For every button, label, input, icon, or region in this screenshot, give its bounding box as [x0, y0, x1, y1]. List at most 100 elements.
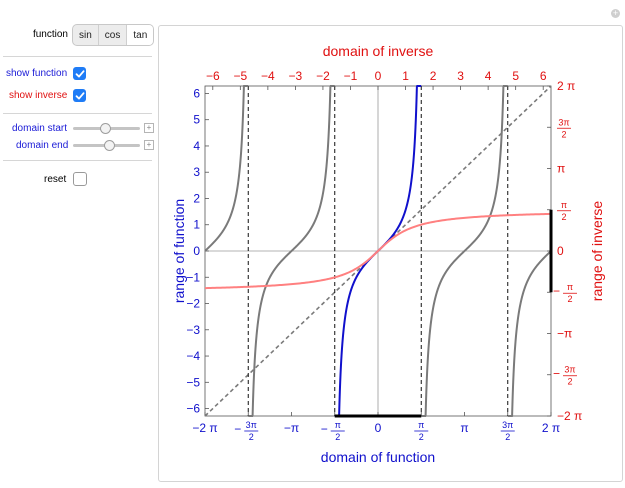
- bottom-tick-label: −π: [284, 421, 299, 435]
- checkmark-icon: [75, 91, 84, 99]
- bottom-tick-label: − π 2: [321, 420, 345, 442]
- left-tick-label: 5: [193, 113, 200, 127]
- left-tick-label: −4: [186, 349, 200, 363]
- domain-start-text: domain start: [12, 122, 68, 134]
- right-tick-label: 2 π: [557, 79, 575, 93]
- left-tick-label: −1: [186, 270, 200, 284]
- left-tick-label: 0: [193, 244, 200, 258]
- right-axis-title: range of inverse: [589, 201, 605, 302]
- right-tick-label: − π 2: [553, 282, 577, 304]
- left-tick-label: −3: [186, 323, 200, 337]
- bottom-tick-label-numerator: π: [418, 420, 424, 430]
- corner-plus-icon[interactable]: +: [611, 8, 620, 18]
- right-tick-label: π2: [557, 200, 571, 222]
- top-tick-label: 0: [375, 69, 382, 83]
- function-selector[interactable]: sin cos tan: [72, 24, 155, 46]
- top-tick-label: 3: [457, 69, 464, 83]
- domain-start-slider-knob[interactable]: [100, 123, 112, 134]
- right-tick-label-denominator: 2: [561, 212, 566, 222]
- right-tick-label-sign: −: [553, 284, 560, 298]
- bottom-tick-label-numerator: 3π: [502, 420, 513, 430]
- show-function-label: show function: [6, 66, 67, 80]
- bottom-tick-label: −2 π: [192, 421, 217, 435]
- plot-frame: −6 −5 −4 −3 −2 −1 0 1 2 3 4 5 6 −6 −5 −4 −3 −2 −1 0 1 2 3 4 5 6 −2…: [158, 25, 623, 482]
- top-tick-label: 6: [540, 69, 547, 83]
- right-tick-label: 0: [557, 244, 564, 258]
- domain-start-label: domain start: [12, 121, 67, 135]
- bottom-tick-label-denominator: 2: [505, 432, 510, 442]
- left-tick-label: −2: [186, 297, 200, 311]
- domain-end-text: domain end: [16, 139, 69, 151]
- show-inverse-checkbox[interactable]: [73, 89, 86, 102]
- left-tick-label: −5: [186, 375, 200, 389]
- divider: [3, 56, 152, 57]
- domain-start-expand-icon[interactable]: +: [144, 123, 154, 133]
- control-panel: function sin cos tan show function show …: [0, 0, 156, 488]
- left-tick-label: 2: [193, 191, 200, 205]
- bottom-tick-label-sign: −: [321, 422, 328, 436]
- function-option-cos[interactable]: cos: [99, 25, 128, 45]
- bottom-tick-label: 3π2: [500, 420, 515, 442]
- right-tick-label-denominator: 2: [567, 377, 572, 387]
- bottom-tick-label: 2 π: [542, 421, 560, 435]
- function-option-sin[interactable]: sin: [73, 25, 99, 45]
- left-tick-label: −6: [186, 402, 200, 416]
- function-label: function: [0, 24, 68, 44]
- inverse-curve: [204, 212, 552, 290]
- reset-text: reset: [44, 173, 67, 185]
- right-tick-label-denominator: 2: [561, 129, 566, 139]
- left-tick-label: 1: [193, 218, 200, 232]
- domain-end-slider[interactable]: [73, 140, 140, 151]
- top-axis-title: domain of inverse: [323, 43, 434, 59]
- show-function-text: show function: [6, 67, 68, 79]
- right-tick-label: 3π2: [557, 117, 571, 139]
- domain-end-label: domain end: [16, 138, 68, 152]
- bottom-tick-label-denominator: 2: [249, 432, 254, 442]
- function-branch-curve: [204, 85, 249, 252]
- divider: [3, 113, 152, 114]
- right-tick-label-denominator: 2: [567, 294, 572, 304]
- right-tick-label-numerator: π: [561, 200, 567, 210]
- top-tick-label: 2: [430, 69, 437, 83]
- top-tick-label: −2: [316, 69, 330, 83]
- domain-start-slider[interactable]: [73, 123, 140, 134]
- bottom-tick-label-sign: −: [234, 422, 241, 436]
- top-tick-label: −6: [206, 69, 220, 83]
- function-branch-curve: [421, 85, 508, 417]
- right-tick-label-numerator: 3π: [558, 117, 569, 127]
- bottom-tick-label-denominator: 2: [335, 432, 340, 442]
- right-tick-label-sign: −: [553, 367, 560, 381]
- top-tick-label: −5: [233, 69, 247, 83]
- bottom-tick-label: π: [460, 421, 468, 435]
- function-label-text: function: [32, 28, 68, 40]
- left-axis-title: range of function: [171, 199, 187, 303]
- left-tick-label: 6: [193, 86, 200, 100]
- domain-end-slider-knob[interactable]: [103, 140, 115, 151]
- function-option-tan[interactable]: tan: [127, 25, 154, 45]
- left-tick-label: 4: [193, 139, 200, 153]
- show-inverse-text: show inverse: [9, 89, 68, 101]
- divider: [3, 160, 152, 161]
- function-branch-curve: [248, 85, 335, 417]
- right-tick-label: −2 π: [557, 409, 582, 423]
- top-tick-label: −3: [289, 69, 303, 83]
- bottom-tick-label: π2: [414, 420, 429, 442]
- top-tick-label: 1: [402, 69, 409, 83]
- left-tick-label: 3: [193, 165, 200, 179]
- top-tick-label: 4: [485, 69, 492, 83]
- right-tick-label-numerator: 3π: [564, 365, 575, 375]
- top-tick-label: −1: [344, 69, 358, 83]
- bottom-tick-label-numerator: π: [335, 420, 341, 430]
- function-branch-curve: [507, 250, 552, 417]
- show-function-checkbox[interactable]: [73, 67, 86, 80]
- bottom-axis-title: domain of function: [321, 449, 435, 465]
- reset-checkbox[interactable]: [73, 172, 87, 186]
- bottom-tick-label: 0: [375, 421, 382, 435]
- domain-end-expand-icon[interactable]: +: [144, 140, 154, 150]
- bottom-tick-label-numerator: 3π: [246, 420, 257, 430]
- bottom-tick-label: −3π 2: [234, 420, 259, 442]
- top-tick-label: −4: [261, 69, 275, 83]
- right-tick-label-numerator: π: [567, 282, 573, 292]
